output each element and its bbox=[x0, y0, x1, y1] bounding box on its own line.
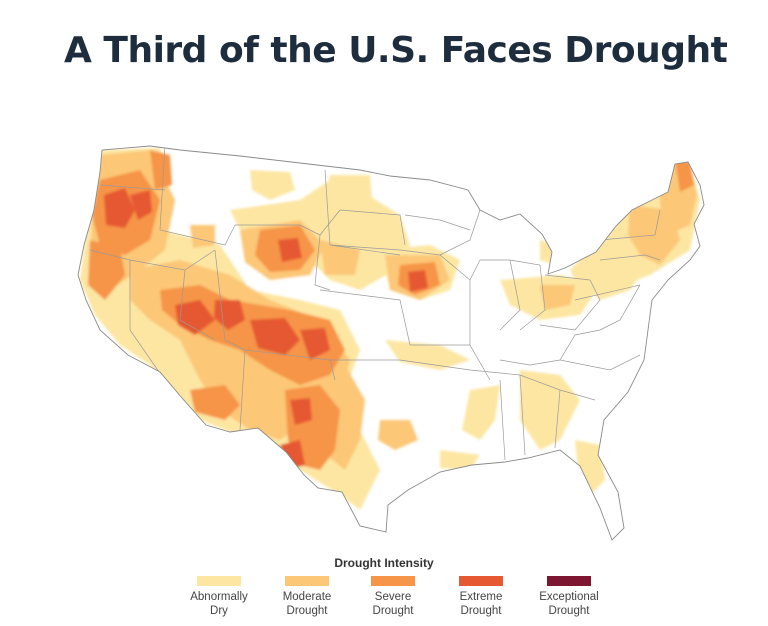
legend-label-moderate-drought: Moderate Drought bbox=[282, 591, 332, 617]
map-title: A Third of the U.S. Faces Drought bbox=[64, 30, 728, 71]
legend-swatch-extreme-drought bbox=[459, 576, 503, 586]
legend-item-severe-drought: Severe Drought bbox=[348, 576, 438, 618]
state-boundaries bbox=[89, 146, 661, 461]
drought-areas bbox=[80, 148, 700, 510]
us-drought-map bbox=[77, 145, 705, 541]
extreme-drought-areas bbox=[104, 188, 428, 470]
legend-swatch-abnormally-dry bbox=[197, 576, 241, 586]
legend-label-exceptional-drought: Exceptional Drought bbox=[539, 591, 599, 617]
legend-title: Drought Intensity bbox=[334, 556, 434, 570]
legend-item-extreme-drought: Extreme Drought bbox=[436, 576, 526, 618]
us-outline bbox=[77, 145, 705, 541]
legend-label-severe-drought: Severe Drought bbox=[372, 591, 414, 617]
legend-item-moderate-drought: Moderate Drought bbox=[262, 576, 352, 618]
legend-item-abnormally-dry: Abnormally Dry bbox=[174, 576, 264, 618]
legend-swatch-exceptional-drought bbox=[547, 576, 591, 586]
legend-swatch-severe-drought bbox=[371, 576, 415, 586]
legend-label-extreme-drought: Extreme Drought bbox=[459, 591, 503, 617]
legend-item-exceptional-drought: Exceptional Drought bbox=[524, 576, 614, 618]
legend-swatch-moderate-drought bbox=[285, 576, 329, 586]
legend-label-abnormally-dry: Abnormally Dry bbox=[190, 591, 248, 617]
